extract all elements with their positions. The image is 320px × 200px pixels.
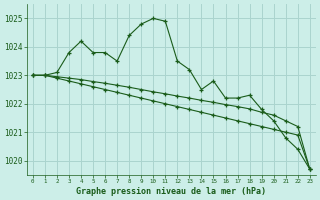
X-axis label: Graphe pression niveau de la mer (hPa): Graphe pression niveau de la mer (hPa) (76, 187, 266, 196)
